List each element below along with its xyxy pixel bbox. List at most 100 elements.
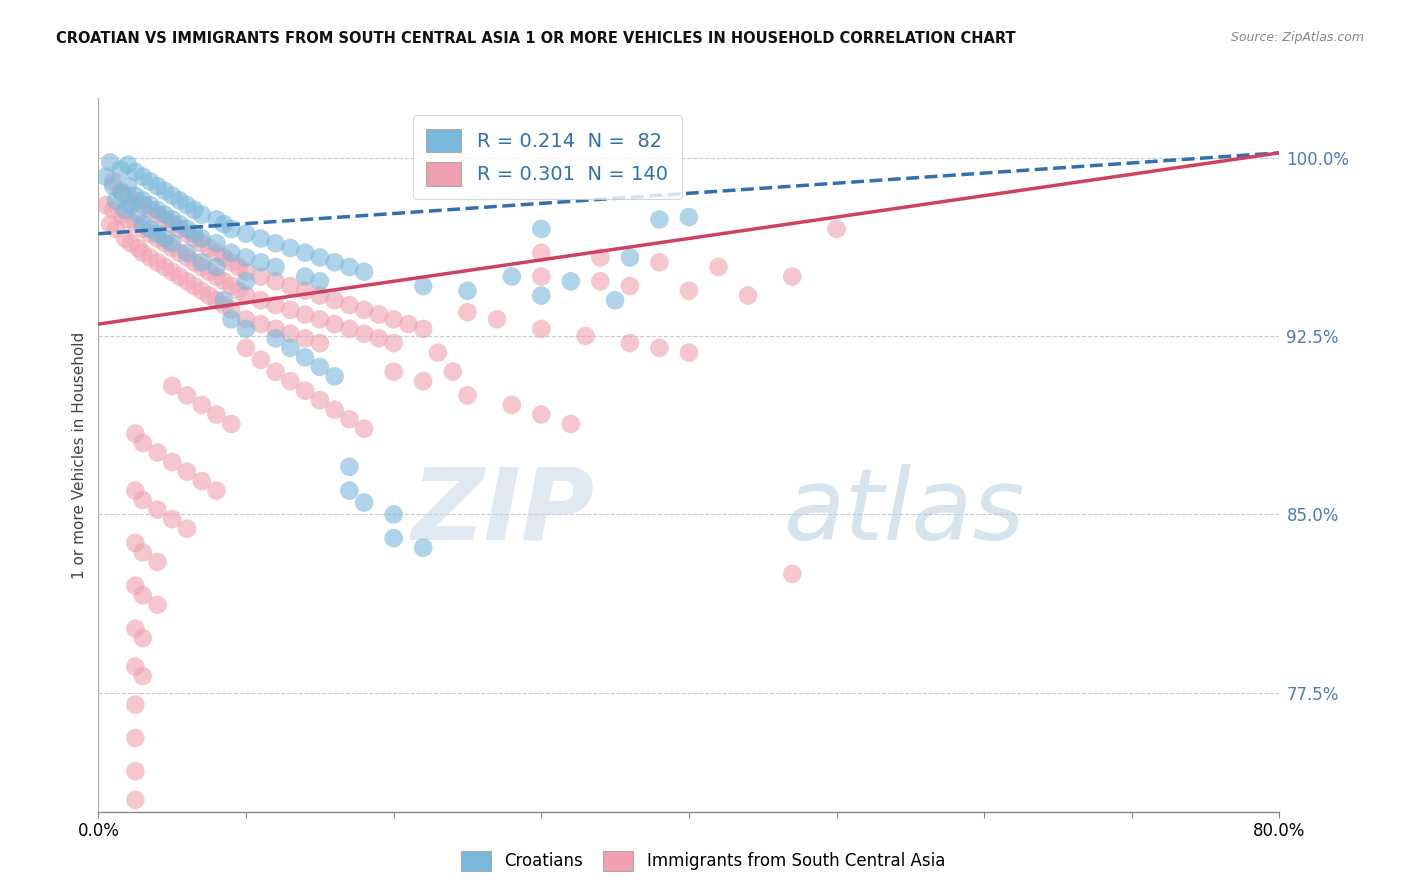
Text: ZIP: ZIP	[412, 464, 595, 560]
Point	[191, 255, 214, 269]
Point	[219, 255, 242, 269]
Point	[162, 512, 183, 526]
Point	[678, 210, 700, 224]
Point	[264, 322, 287, 336]
Point	[737, 288, 759, 302]
Point	[198, 265, 221, 279]
Point	[560, 417, 582, 431]
Point	[191, 231, 214, 245]
Point	[124, 579, 146, 593]
Point	[530, 322, 553, 336]
Point	[486, 312, 509, 326]
Point	[339, 412, 360, 426]
Point	[110, 184, 132, 198]
Point	[146, 502, 169, 516]
Point	[825, 222, 848, 236]
Point	[382, 312, 405, 326]
Point	[323, 317, 346, 331]
Point	[501, 398, 523, 412]
Point	[132, 545, 155, 559]
Point	[124, 536, 146, 550]
Point	[139, 198, 162, 212]
Point	[530, 269, 553, 284]
Point	[183, 227, 205, 241]
Point	[309, 274, 332, 288]
Point	[309, 312, 332, 326]
Point	[132, 194, 155, 208]
Point	[235, 251, 257, 265]
Point	[169, 269, 191, 284]
Point	[146, 255, 169, 269]
Point	[94, 198, 117, 212]
Point	[235, 227, 257, 241]
Point	[323, 255, 346, 269]
Point	[456, 305, 478, 319]
Point	[278, 326, 302, 341]
Point	[456, 388, 478, 402]
Point	[250, 352, 273, 367]
Point	[176, 274, 198, 288]
Point	[278, 279, 302, 293]
Point	[98, 217, 121, 231]
Point	[530, 222, 553, 236]
Point	[146, 208, 169, 222]
Point	[382, 365, 405, 379]
Point	[169, 245, 191, 260]
Point	[153, 212, 176, 227]
Point	[205, 483, 228, 498]
Point	[162, 379, 183, 393]
Point	[132, 436, 155, 450]
Point	[205, 408, 228, 422]
Point	[132, 669, 155, 683]
Point	[278, 302, 302, 317]
Point	[235, 288, 257, 302]
Point	[176, 465, 198, 479]
Point	[117, 212, 139, 227]
Point	[132, 198, 155, 212]
Point	[103, 202, 125, 217]
Point	[412, 374, 434, 388]
Point	[589, 251, 612, 265]
Point	[124, 731, 146, 745]
Point	[124, 698, 146, 712]
Point	[212, 217, 235, 231]
Point	[139, 227, 162, 241]
Point	[619, 336, 641, 351]
Point	[124, 194, 146, 208]
Point	[132, 245, 155, 260]
Point	[146, 202, 169, 217]
Point	[294, 245, 316, 260]
Point	[219, 312, 242, 326]
Point	[212, 251, 235, 265]
Legend: R = 0.214  N =  82, R = 0.301  N = 140: R = 0.214 N = 82, R = 0.301 N = 140	[413, 115, 682, 200]
Point	[139, 174, 162, 188]
Point	[114, 231, 136, 245]
Point	[589, 274, 612, 288]
Legend: Croatians, Immigrants from South Central Asia: Croatians, Immigrants from South Central…	[453, 842, 953, 880]
Point	[678, 284, 700, 298]
Point	[574, 329, 596, 343]
Point	[205, 212, 228, 227]
Point	[278, 374, 302, 388]
Point	[146, 598, 169, 612]
Point	[250, 231, 273, 245]
Point	[124, 217, 146, 231]
Point	[219, 245, 242, 260]
Point	[124, 483, 146, 498]
Point	[250, 293, 273, 308]
Point	[191, 208, 214, 222]
Point	[619, 251, 641, 265]
Point	[501, 269, 523, 284]
Point	[127, 208, 149, 222]
Point	[198, 241, 221, 255]
Point	[353, 302, 375, 317]
Point	[412, 541, 434, 555]
Point	[294, 331, 316, 345]
Point	[124, 659, 146, 673]
Point	[412, 322, 434, 336]
Point	[139, 251, 162, 265]
Point	[648, 255, 671, 269]
Point	[353, 326, 375, 341]
Point	[176, 251, 198, 265]
Point	[396, 317, 419, 331]
